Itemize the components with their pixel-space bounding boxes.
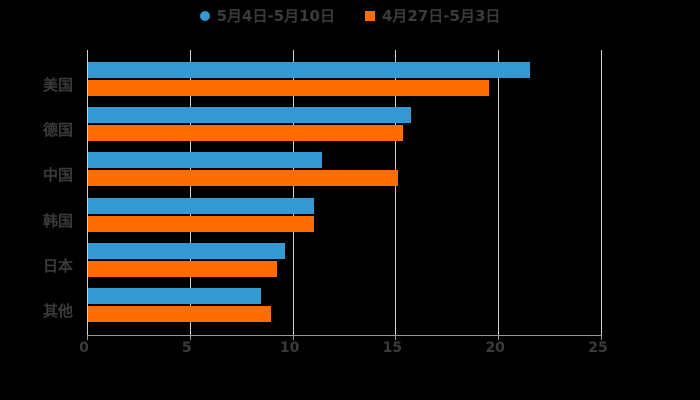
x-tick-mark-15: [395, 335, 397, 340]
x-tick-mark-0: [87, 335, 88, 340]
legend-item-0[interactable]: 5月4日-5月10日: [199, 6, 335, 25]
chart-legend: 5月4日-5月10日 4月27日-5月3日: [0, 6, 700, 26]
legend-square-marker: [365, 11, 375, 21]
x-tick-mark-20: [498, 335, 500, 340]
bar-中国-series0: [88, 152, 323, 169]
gridline-x-0: [87, 50, 88, 335]
legend-circle-marker: [199, 11, 210, 21]
x-tick-label-5: 5: [181, 340, 192, 356]
bar-韩国-series0: [88, 197, 315, 214]
x-tick-label-25: 25: [588, 340, 608, 356]
x-tick-label-0: 0: [79, 340, 89, 356]
x-tick-label-15: 15: [382, 340, 403, 356]
gridline-x-10: [292, 50, 294, 335]
plot-area: [87, 50, 602, 335]
legend-item-1[interactable]: 4月27日-5月3日: [365, 6, 501, 25]
x-tick-label-10: 10: [279, 340, 300, 356]
x-tick-label-20: 20: [485, 340, 505, 356]
category-label-3: 韩国: [42, 211, 73, 230]
gridline-x-25: [601, 50, 602, 335]
x-tick-mark-25: [601, 335, 602, 340]
category-label-4: 日本: [42, 256, 73, 275]
x-tick-mark-5: [189, 335, 191, 340]
x-tick-mark-10: [292, 335, 294, 340]
gridline-x-20: [498, 50, 500, 335]
bar-德国-series1: [88, 125, 403, 142]
bar-中国-series1: [88, 170, 399, 187]
bar-韩国-series1: [88, 215, 315, 232]
gridline-x-5: [189, 50, 191, 335]
bar-其他-series0: [88, 288, 261, 304]
category-label-2: 中国: [42, 166, 73, 185]
legend-label: 5月4日-5月10日: [216, 6, 335, 25]
bar-其他-series1: [88, 306, 271, 322]
category-label-1: 德国: [42, 121, 73, 140]
bar-美国-series1: [88, 80, 489, 96]
bar-日本-series0: [88, 242, 286, 259]
category-label-0: 美国: [42, 76, 73, 94]
category-label-5: 其他: [42, 302, 73, 320]
x-axis-line: [87, 335, 602, 336]
bar-美国-series0: [88, 62, 531, 78]
gridline-x-15: [395, 50, 397, 335]
bar-德国-series0: [88, 107, 411, 124]
bar-日本-series1: [88, 260, 278, 277]
legend-label: 4月27日-5月3日: [382, 6, 501, 25]
